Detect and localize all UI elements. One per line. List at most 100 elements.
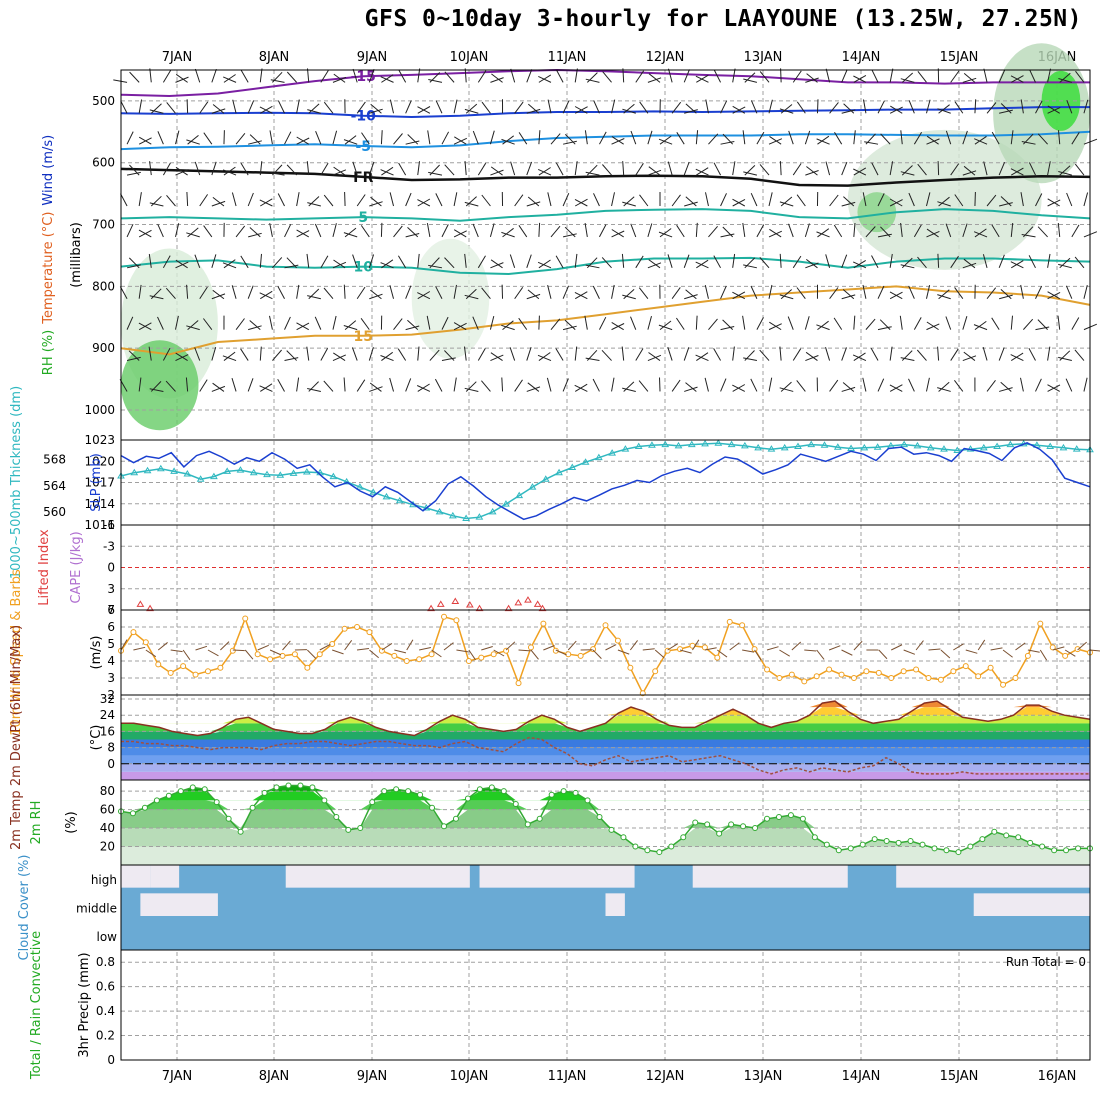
- wind-barb: [356, 194, 366, 207]
- wind-barb: [562, 100, 570, 114]
- thickness-ylabel: 1000~500mb Thickness (dm): [9, 386, 24, 579]
- wind-barb: [917, 163, 927, 176]
- wind-barb: [853, 259, 866, 269]
- wind-barb: [550, 318, 561, 330]
- wind-barb: [444, 257, 455, 269]
- wind-barb: [877, 100, 885, 114]
- thickness-point: [236, 466, 245, 473]
- wind-barb: [272, 349, 282, 361]
- wind-speed-point: [441, 613, 447, 620]
- wind-barb: [658, 324, 673, 331]
- thickness-point: [594, 453, 603, 461]
- wind-barb: [574, 253, 578, 268]
- wind-speed-point: [304, 664, 311, 671]
- wind-barb: [464, 294, 479, 300]
- thickness-point: [820, 441, 829, 448]
- wind-barb-10m: [853, 640, 863, 651]
- wind-barb: [750, 100, 758, 114]
- wind-barb: [306, 161, 310, 176]
- wind-barb: [248, 232, 262, 238]
- wind-barb: [647, 169, 662, 176]
- wind-speed-point: [913, 666, 920, 673]
- clear-sky-gap: [479, 865, 635, 888]
- wind-barb: [332, 76, 347, 83]
- wind-barb: [1021, 141, 1036, 145]
- wind-barb: [538, 130, 541, 145]
- wind-barb: [585, 78, 600, 83]
- wind-barb: [185, 377, 189, 392]
- wind-barb: [477, 348, 486, 361]
- wind-barb: [853, 130, 856, 145]
- wind-barb: [759, 164, 770, 176]
- wind-barb: [647, 223, 653, 238]
- wind-barb: [405, 233, 420, 238]
- wind-barb-10m: [505, 641, 516, 651]
- wind-barb: [222, 169, 237, 176]
- wind-barb: [937, 253, 940, 268]
- wind-barb: [720, 285, 727, 299]
- wind-barb: [248, 325, 262, 331]
- wind-barb: [805, 259, 818, 269]
- wind-barb: [1010, 222, 1014, 237]
- wind-barb: [864, 141, 879, 145]
- rh2m-point: [871, 836, 878, 843]
- wind-barb: [759, 71, 770, 83]
- thickness-point: [528, 483, 537, 490]
- wind-barb: [453, 322, 467, 331]
- wind-barb: [211, 293, 226, 300]
- wind-barb: [1000, 196, 1012, 207]
- wind-barb: [435, 193, 443, 207]
- wind-barb: [405, 378, 412, 392]
- wind-barb: [1059, 257, 1071, 269]
- wind-barb: [1035, 326, 1050, 331]
- wind-barb: [1058, 171, 1072, 176]
- wind-barb: [900, 357, 915, 362]
- date-label-top: 11JAN: [548, 50, 587, 65]
- wind-speed-point: [453, 617, 460, 624]
- wind-speed-point: [801, 678, 808, 685]
- wind-barb: [343, 284, 346, 299]
- wind-barb: [453, 137, 468, 145]
- wind-speed-point: [540, 620, 547, 627]
- wind-barb: [314, 223, 322, 238]
- wind-barb-10m: [742, 649, 755, 653]
- wind-barb: [841, 386, 856, 392]
- wind-barb: [1011, 352, 1024, 361]
- wind-barb: [638, 287, 649, 300]
- rh2m-point: [1015, 834, 1022, 841]
- wind-barb: [622, 68, 625, 83]
- rh2m-point: [752, 825, 759, 832]
- wind-barb: [393, 318, 403, 330]
- wind-barb: [937, 201, 951, 207]
- wind-barb: [671, 194, 681, 207]
- wind-barb: [284, 131, 292, 145]
- wind-barb: [742, 315, 746, 330]
- wind-barb: [871, 255, 879, 269]
- rh2m-point: [835, 847, 842, 854]
- wind-speed-point: [813, 673, 820, 680]
- rh2m-point: [943, 847, 950, 854]
- wind-barb: [696, 74, 709, 83]
- wind-barb-10m: [729, 642, 740, 651]
- lifted-index-point: [538, 604, 547, 612]
- wind-speed-point: [490, 651, 497, 658]
- wind-barb: [296, 322, 309, 331]
- wind-barb: [211, 346, 217, 361]
- thickness-point: [1006, 440, 1015, 448]
- rh2m-point: [488, 784, 495, 791]
- isotherm-line: [120, 106, 1090, 119]
- wind-barb: [1083, 99, 1089, 114]
- wind-barb-10m: [468, 649, 476, 661]
- wind-barb: [913, 317, 922, 330]
- wind-barb-10m: [915, 640, 924, 651]
- precip-tick-label: 0.6: [96, 980, 115, 994]
- wind-speed-point: [1074, 646, 1081, 653]
- wind-barb: [547, 192, 552, 207]
- li-tick-label: -6: [103, 518, 115, 532]
- wind-barb: [277, 286, 285, 299]
- wind-barb: [240, 69, 249, 83]
- wind-barb: [1071, 132, 1080, 145]
- wind-barb: [129, 164, 140, 176]
- wind-barb-10m: [543, 645, 555, 651]
- wind-speed-point: [130, 629, 137, 636]
